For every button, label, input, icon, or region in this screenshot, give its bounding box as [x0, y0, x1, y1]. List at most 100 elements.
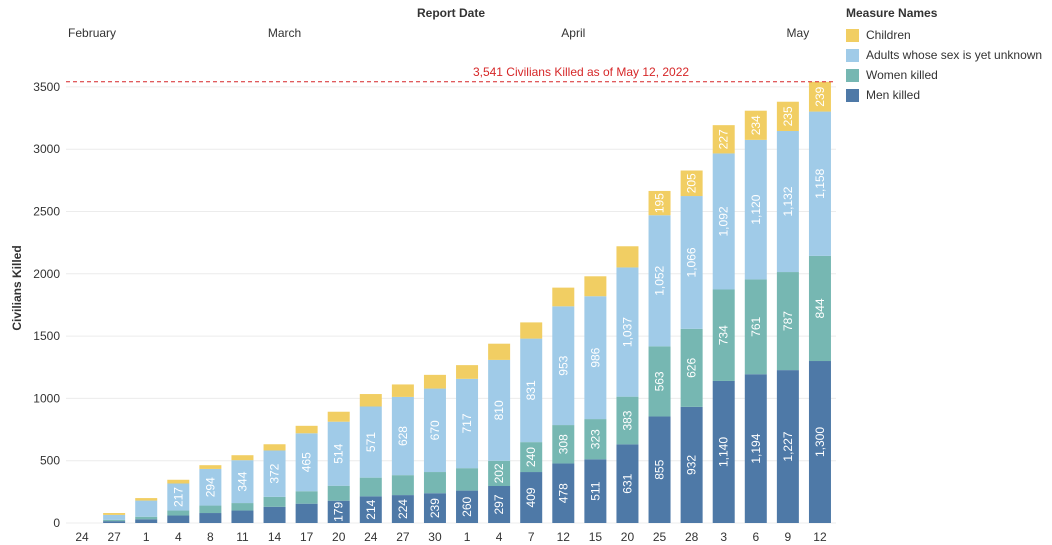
bar-segment — [776, 370, 799, 523]
bar-segment — [391, 495, 414, 523]
x-tick-label: 4 — [496, 530, 503, 544]
bar-segment — [680, 328, 703, 407]
bar-segment — [712, 125, 735, 154]
data-label: 383 — [620, 410, 634, 430]
bar-segment — [391, 475, 414, 496]
bar-segment — [263, 496, 286, 507]
bar-segment — [199, 513, 222, 523]
data-label: 240 — [524, 447, 538, 467]
legend-item-adults-unknown[interactable]: Adults whose sex is yet unknown — [846, 45, 1052, 65]
bar-segment — [199, 468, 222, 506]
data-label: 260 — [460, 496, 474, 516]
x-tick-label: 12 — [557, 530, 571, 544]
data-label: 294 — [203, 477, 217, 497]
bar-segment — [712, 289, 735, 381]
bar-segment — [616, 396, 639, 445]
x-tick-label: 24 — [364, 530, 378, 544]
bar-segment — [167, 483, 190, 511]
data-label: 217 — [171, 487, 185, 507]
data-label: 323 — [588, 429, 602, 449]
data-label: 563 — [653, 371, 667, 391]
y-tick-label: 2000 — [33, 267, 60, 281]
bar-segment — [648, 346, 671, 417]
x-tick-label: 12 — [813, 530, 827, 544]
bar-segment — [648, 190, 671, 216]
month-label: May — [787, 26, 810, 40]
legend-item-children[interactable]: Children — [846, 25, 1052, 45]
data-label: 227 — [717, 129, 731, 149]
data-label: 1,227 — [781, 431, 795, 461]
bar-segment — [359, 496, 382, 523]
bar-segment — [744, 374, 767, 523]
bar-segment — [488, 359, 511, 461]
data-label: 1,140 — [717, 437, 731, 467]
data-label: 628 — [396, 426, 410, 446]
x-tick-label: 8 — [207, 530, 214, 544]
x-tick-label: 3 — [720, 530, 727, 544]
bar-segment — [456, 378, 479, 469]
bar-segment — [616, 444, 639, 523]
bar-segment — [520, 338, 543, 443]
legend-title: Measure Names — [846, 6, 938, 20]
x-tick-label: 27 — [107, 530, 121, 544]
data-label: 855 — [653, 459, 667, 479]
data-label: 1,037 — [620, 317, 634, 347]
bar-segment — [584, 419, 607, 460]
data-label: 409 — [524, 487, 538, 507]
data-label: 761 — [749, 316, 763, 336]
x-tick-label: 7 — [528, 530, 535, 544]
bar-segment — [167, 479, 190, 484]
bar-segment — [680, 196, 703, 329]
bar-segment — [423, 374, 446, 389]
data-label: 1,300 — [813, 427, 827, 457]
bar-segment — [488, 460, 511, 486]
data-label: 214 — [364, 499, 378, 519]
bar-segment — [135, 498, 158, 501]
data-label: 514 — [332, 443, 346, 463]
bar-segment — [808, 81, 831, 112]
data-label: 810 — [492, 400, 506, 420]
legend-item-men[interactable]: Men killed — [846, 85, 1052, 105]
x-tick-label: 20 — [332, 530, 346, 544]
legend-item-women[interactable]: Women killed — [846, 65, 1052, 85]
legend: Measure Names Children Adults whose sex … — [846, 6, 1052, 105]
bar-segment — [456, 490, 479, 523]
data-label: 1,158 — [813, 168, 827, 198]
x-axis: 24 27 1 4 8 11 14 17 20 24 27 30 1 4 7 12 15 20 25 28 3 6 9 12 — [75, 530, 827, 544]
bar-segment — [103, 513, 126, 515]
data-label: 465 — [300, 452, 314, 472]
bar-segment — [584, 296, 607, 420]
bars — [103, 81, 831, 523]
bar-segment — [327, 485, 350, 501]
legend-label: Men killed — [866, 88, 921, 102]
y-tick-label: 3000 — [33, 142, 60, 156]
x-tick-label: 15 — [589, 530, 603, 544]
data-label: 235 — [781, 106, 795, 126]
bar-segment — [359, 406, 382, 478]
data-label: 205 — [685, 173, 699, 193]
bar-segment — [327, 500, 350, 523]
month-label: March — [268, 26, 301, 40]
data-label: 1,066 — [685, 247, 699, 277]
data-label: 239 — [813, 86, 827, 106]
bar-segment — [167, 515, 190, 523]
data-label: 372 — [268, 463, 282, 483]
y-tick-label: 2500 — [33, 205, 60, 219]
bar-segment — [135, 519, 158, 523]
bar-segment — [680, 406, 703, 523]
bar-segment — [391, 384, 414, 397]
data-label: 571 — [364, 432, 378, 452]
bar-segment — [327, 421, 350, 486]
data-label: 202 — [492, 463, 506, 483]
data-label: 234 — [749, 115, 763, 135]
legend-label: Adults whose sex is yet unknown — [866, 48, 1043, 62]
data-label: 1,132 — [781, 186, 795, 216]
bar-segment — [263, 450, 286, 497]
bar-segment — [456, 365, 479, 379]
month-labels: February March April May — [68, 26, 809, 40]
y-tick-label: 500 — [40, 454, 60, 468]
data-label: 344 — [235, 471, 249, 491]
x-tick-label: 27 — [396, 530, 410, 544]
reference-line-label: 3,541 Civilians Killed as of May 12, 202… — [473, 65, 689, 79]
gridlines — [66, 86, 836, 524]
